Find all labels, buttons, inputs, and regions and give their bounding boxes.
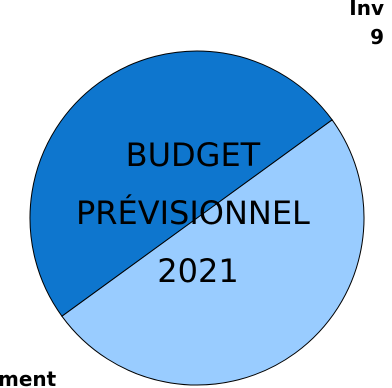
pie-slices xyxy=(29,50,365,386)
slice-1-label-line-2: 9 xyxy=(370,25,384,49)
slice-2-label-line-1: ment xyxy=(0,367,57,388)
pie-slice-1 xyxy=(61,119,365,386)
pie-slice-2 xyxy=(29,50,333,317)
pie-slice-labels: Inv 9 ment xyxy=(0,0,384,388)
slice-1-label-line-1: Inv xyxy=(349,0,384,20)
chart-title-line-1: BUDGET xyxy=(126,136,261,174)
chart-title-line-2: PRÉVISIONNEL xyxy=(76,194,310,232)
chart-title-line-3: 2021 xyxy=(157,252,238,290)
chart-title: BUDGET PRÉVISIONNEL 2021 xyxy=(76,136,320,290)
